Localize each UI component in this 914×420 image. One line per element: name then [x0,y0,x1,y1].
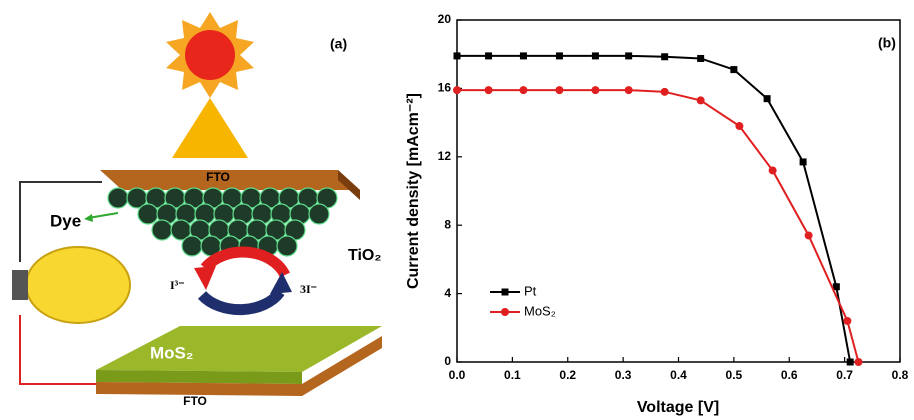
point [764,95,771,102]
point [592,52,599,59]
panel-label: (b) [878,35,896,51]
tio2-particles [108,188,337,256]
dye-arrow-head [84,214,93,222]
legend-label: MoS₂ [524,303,556,318]
point [591,86,599,94]
point [555,86,563,94]
x-tick-label: 0.2 [559,368,576,382]
y-axis-label: Current density [mAcm⁻²] [405,93,422,289]
point [519,86,527,94]
y-tick-label: 4 [444,286,451,300]
x-tick-label: 0.5 [726,368,743,382]
red-arc [205,252,285,275]
fto-top-slab [100,170,360,190]
series-line [457,56,850,362]
series-line [457,90,858,362]
label: TiO₂ [348,247,381,264]
x-tick-label: 0.0 [449,368,466,382]
point [769,166,777,174]
point [661,88,669,96]
point [800,158,807,165]
point [805,231,813,239]
y-tick-label: 8 [444,217,451,231]
point [625,52,632,59]
diagram: (a) FTO Dye TiO₂ I³⁻ 3I⁻ MoS₂ FTO [12,12,382,408]
particle [138,204,158,224]
figure: (a) FTO Dye TiO₂ I³⁻ 3I⁻ MoS₂ FTO (b) Vo… [0,0,914,420]
legend-marker [502,289,509,296]
label: MoS₂ [150,343,193,362]
x-tick-label: 0.8 [892,368,909,382]
point [735,122,743,130]
y-tick-label: 20 [438,12,452,26]
point [454,52,461,59]
point [520,52,527,59]
x-tick-label: 0.6 [781,368,798,382]
point [730,66,737,73]
panel-label: (a) [330,36,347,52]
light-beam [172,98,248,158]
y-tick-label: 0 [444,354,451,368]
particle [152,220,172,240]
x-tick-label: 0.3 [615,368,632,382]
wire-bottom [20,315,96,384]
label: I³⁻ [170,278,185,292]
bulb [26,247,130,323]
point [485,86,493,94]
red-arrow-head [194,266,216,290]
legend-label: Pt [524,283,537,298]
bulb-base [12,270,28,300]
page: (a) FTO Dye TiO₂ I³⁻ 3I⁻ MoS₂ FTO (b) Vo… [0,0,914,420]
y-tick-label: 12 [438,149,452,163]
point [847,359,854,366]
x-axis-label: Voltage [V] [637,399,719,416]
label: Dye [50,211,81,230]
mos2-front [96,370,302,384]
legend-marker [501,308,509,316]
sun [185,30,235,80]
x-tick-label: 0.1 [504,368,521,382]
label: 3I⁻ [300,282,317,296]
particle [277,236,297,256]
blue-arrow-head [270,272,292,294]
dye-arrow [88,213,118,218]
x-tick-label: 0.4 [670,368,687,382]
point [697,96,705,104]
particle [309,204,329,224]
point [843,317,851,325]
point [661,53,668,60]
point [854,358,862,366]
particle [182,236,202,256]
point [453,86,461,94]
particle [108,188,128,208]
point [625,86,633,94]
label: FTO [206,170,230,184]
point [485,52,492,59]
point [697,55,704,62]
blue-arc [202,292,280,310]
label: FTO [183,394,207,408]
x-tick-label: 0.7 [836,368,853,382]
point [556,52,563,59]
y-tick-label: 16 [438,81,452,95]
